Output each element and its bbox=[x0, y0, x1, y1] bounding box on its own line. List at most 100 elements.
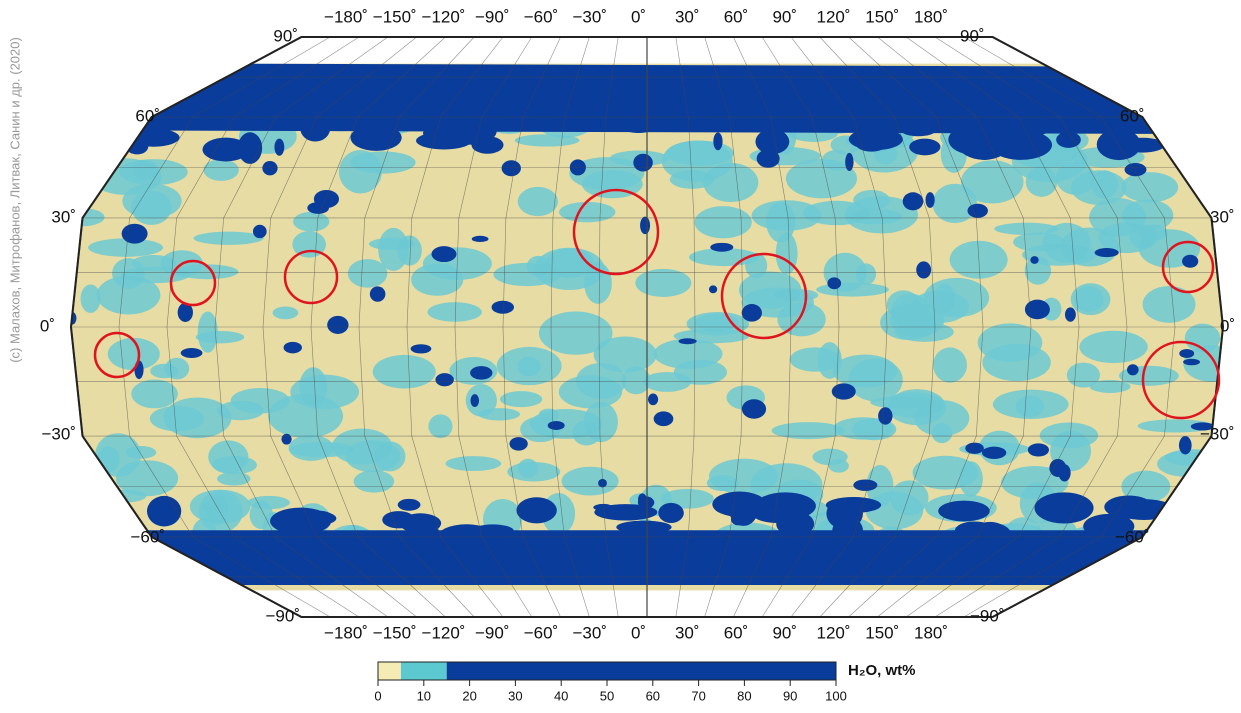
water-rich-patch bbox=[1183, 359, 1200, 366]
latitude-label: −60˚ bbox=[131, 527, 166, 546]
water-rich-patch bbox=[432, 246, 457, 262]
polar-edge bbox=[300, 115, 330, 142]
longitude-label: 150˚ bbox=[865, 623, 899, 642]
water-patch bbox=[1089, 198, 1146, 237]
water-rich-patch bbox=[1179, 349, 1194, 358]
water-patch bbox=[709, 459, 778, 494]
longitude-label: 90˚ bbox=[772, 7, 797, 26]
water-patch bbox=[913, 456, 978, 490]
water-rich-patch bbox=[307, 202, 329, 214]
polar-edge bbox=[287, 517, 323, 544]
polar-edge bbox=[938, 501, 990, 522]
water-rich-patch bbox=[274, 139, 284, 156]
latitude-label: 60˚ bbox=[135, 106, 160, 125]
water-rich-patch bbox=[827, 277, 841, 289]
water-rich-patch bbox=[1025, 300, 1050, 320]
water-patch bbox=[1040, 422, 1098, 448]
water-patch bbox=[562, 467, 619, 496]
water-patch bbox=[397, 236, 422, 266]
polar-edge bbox=[621, 120, 656, 133]
longitude-label: −90˚ bbox=[475, 7, 510, 26]
polar-edge bbox=[616, 521, 671, 534]
water-patch bbox=[961, 160, 1024, 203]
water-patch bbox=[332, 428, 392, 464]
water-patch bbox=[559, 375, 622, 408]
water-rich-patch bbox=[253, 225, 267, 238]
water-patch bbox=[539, 409, 559, 421]
longitude-label: −60˚ bbox=[524, 7, 559, 26]
water-rich-patch bbox=[1095, 248, 1119, 257]
water-rich-patch bbox=[982, 447, 1006, 459]
water-rich-patch bbox=[502, 160, 521, 176]
water-rich-patch bbox=[679, 338, 697, 344]
polar-edge bbox=[147, 496, 181, 527]
water-rich-patch bbox=[284, 342, 302, 354]
water-patch bbox=[199, 491, 243, 533]
water-patch bbox=[165, 358, 189, 380]
water-rich-patch bbox=[709, 285, 717, 293]
water-patch bbox=[81, 284, 101, 312]
water-patch bbox=[493, 263, 560, 286]
water-rich-patch bbox=[1182, 255, 1198, 268]
longitude-label: 30˚ bbox=[675, 623, 700, 642]
longitude-label: −30˚ bbox=[573, 623, 608, 642]
water-patch bbox=[572, 421, 600, 446]
water-rich-patch bbox=[648, 394, 658, 406]
water-rich-patch bbox=[832, 383, 856, 399]
polar-edge bbox=[438, 524, 495, 549]
water-patch bbox=[1079, 331, 1147, 363]
water-rich-patch bbox=[281, 434, 291, 445]
water-patch bbox=[500, 391, 542, 407]
credit: (c) Малахов, Митрофанов, Литвак, Санин и… bbox=[7, 37, 22, 363]
latitude-label: 90˚ bbox=[960, 26, 985, 45]
longitude-label: 0˚ bbox=[631, 7, 646, 26]
water-rich-patch bbox=[1030, 256, 1038, 264]
colorbar-tick-label: 20 bbox=[462, 688, 476, 703]
water-rich-patch bbox=[1125, 163, 1147, 176]
water-rich-patch bbox=[967, 204, 987, 218]
latitude-label: −30˚ bbox=[42, 424, 77, 443]
longitude-label: 60˚ bbox=[724, 623, 749, 642]
water-rich-patch bbox=[878, 407, 892, 424]
water-patch bbox=[774, 289, 819, 302]
longitude-label: 0˚ bbox=[631, 623, 646, 642]
water-patch bbox=[273, 306, 299, 319]
water-patch bbox=[478, 408, 520, 420]
water-rich-patch bbox=[470, 394, 479, 407]
water-rich-patch bbox=[509, 437, 527, 451]
water-patch bbox=[803, 201, 870, 225]
polar-edge bbox=[493, 112, 549, 128]
water-patch bbox=[635, 269, 691, 297]
water-patch bbox=[373, 355, 436, 389]
water-rich-patch bbox=[1028, 443, 1049, 456]
water-rich-patch bbox=[1065, 307, 1076, 321]
colorbar-segment bbox=[378, 662, 401, 680]
water-rich-patch bbox=[411, 344, 432, 353]
water-rich-patch bbox=[262, 161, 277, 175]
water-patch bbox=[289, 435, 334, 461]
polar-edge bbox=[755, 129, 789, 154]
polar-edge bbox=[1097, 129, 1141, 160]
polar-edge bbox=[855, 136, 887, 152]
colorbar-tick-label: 80 bbox=[737, 688, 751, 703]
water-patch bbox=[662, 140, 733, 181]
polar-edge bbox=[658, 503, 684, 523]
latitude-label: −90˚ bbox=[266, 606, 301, 625]
water-rich-patch bbox=[742, 399, 766, 418]
water-patch bbox=[674, 360, 727, 385]
longitude-label: 180˚ bbox=[914, 623, 948, 642]
colorbar-segment bbox=[401, 662, 447, 680]
water-rich-patch bbox=[845, 153, 853, 171]
longitude-label: 90˚ bbox=[772, 623, 797, 642]
water-patch bbox=[131, 379, 178, 408]
water-patch bbox=[293, 212, 329, 232]
polar-edge bbox=[958, 128, 1010, 160]
latitude-label: 90˚ bbox=[273, 26, 298, 45]
latitude-label: 60˚ bbox=[1120, 106, 1145, 125]
water-patch bbox=[196, 331, 244, 343]
water-rich-patch bbox=[548, 421, 565, 430]
water-patch bbox=[1121, 172, 1178, 202]
water-patch bbox=[993, 390, 1069, 419]
water-patch bbox=[131, 191, 171, 225]
water-patch bbox=[933, 347, 967, 382]
